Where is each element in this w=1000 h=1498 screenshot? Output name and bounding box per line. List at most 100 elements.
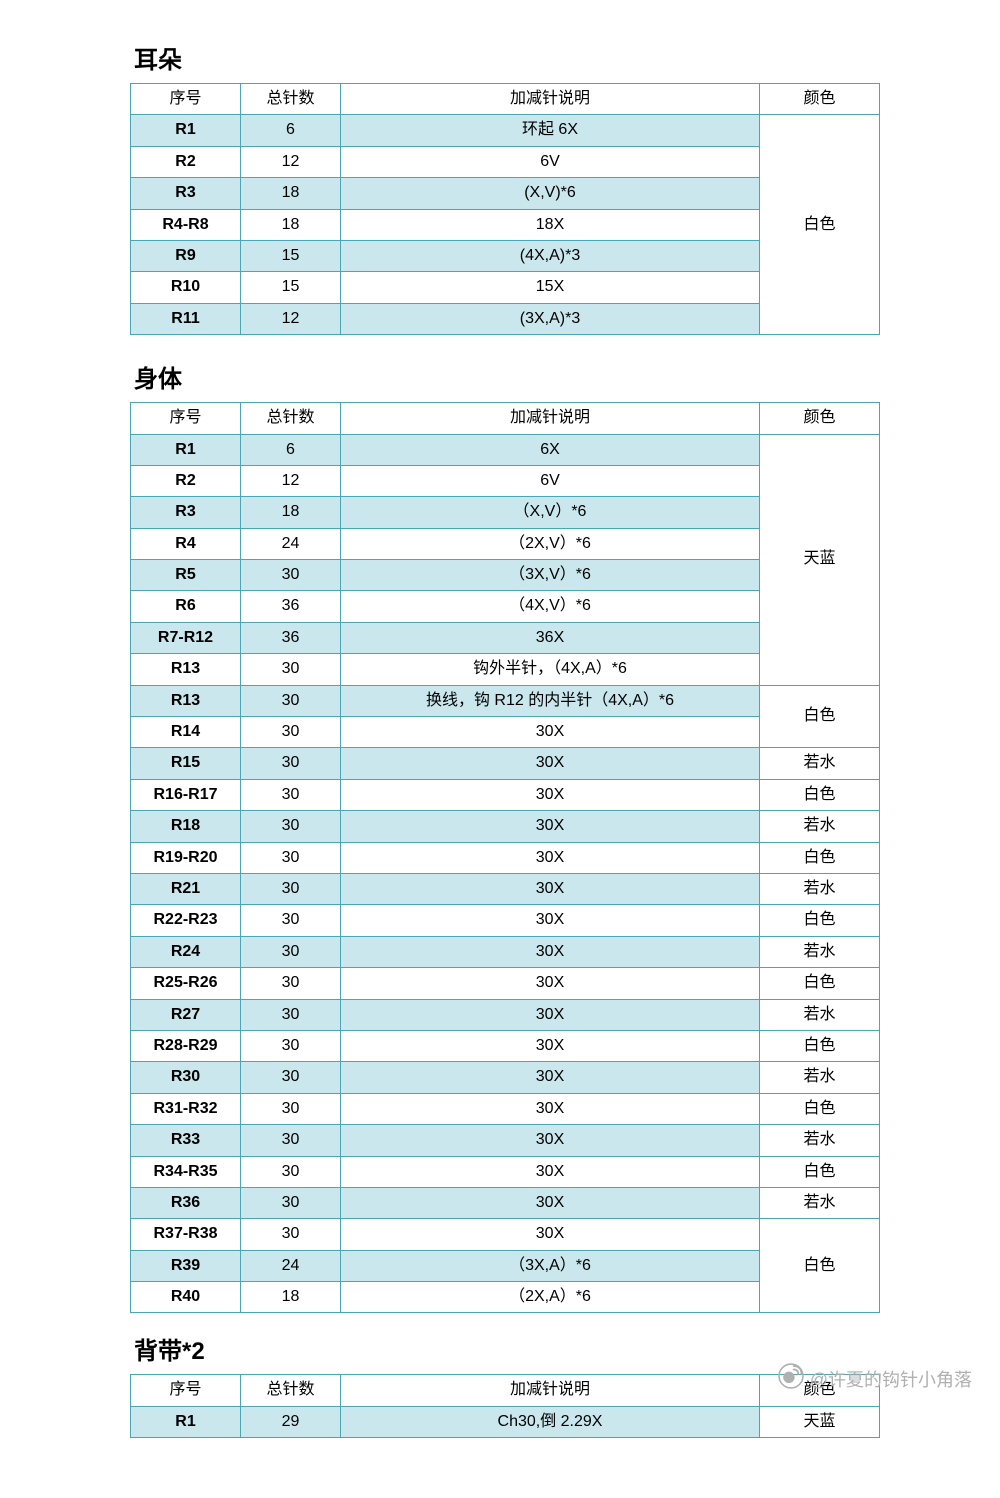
cell-seq: R15 — [131, 748, 241, 779]
cell-desc: 30X — [341, 1219, 760, 1250]
table-row: R16环起 6X白色 — [131, 115, 880, 146]
cell-color: 天蓝 — [760, 434, 880, 685]
cell-desc: 30X — [341, 968, 760, 999]
cell-desc: 6V — [341, 146, 760, 177]
cell-color: 白色 — [760, 779, 880, 810]
cell-desc: 36X — [341, 622, 760, 653]
cell-desc: 30X — [341, 1187, 760, 1218]
cell-count: 30 — [241, 779, 341, 810]
cell-seq: R40 — [131, 1282, 241, 1313]
cell-seq: R30 — [131, 1062, 241, 1093]
cell-desc: 30X — [341, 842, 760, 873]
cell-seq: R21 — [131, 873, 241, 904]
table-header-row: 序号 总针数 加减针说明 颜色 — [131, 403, 880, 434]
section-title-ears: 耳朵 — [134, 40, 880, 75]
cell-seq: R27 — [131, 999, 241, 1030]
table-row: R31-R323030X白色 — [131, 1093, 880, 1124]
th-seq: 序号 — [131, 403, 241, 434]
cell-seq: R31-R32 — [131, 1093, 241, 1124]
cell-seq: R24 — [131, 936, 241, 967]
cell-seq: R39 — [131, 1250, 241, 1281]
tbody-ears: R16环起 6X白色R2126VR318(X,V)*6R4-R81818XR91… — [131, 115, 880, 335]
cell-count: 30 — [241, 717, 341, 748]
cell-desc: 30X — [341, 1156, 760, 1187]
table-row: R34-R353030X白色 — [131, 1156, 880, 1187]
cell-count: 36 — [241, 622, 341, 653]
cell-desc: （3X,A）*6 — [341, 1250, 760, 1281]
cell-desc: 30X — [341, 1030, 760, 1061]
th-seq: 序号 — [131, 1375, 241, 1406]
cell-seq: R11 — [131, 303, 241, 334]
cell-color: 白色 — [760, 115, 880, 335]
cell-color: 白色 — [760, 685, 880, 748]
cell-seq: R25-R26 — [131, 968, 241, 999]
cell-count: 30 — [241, 560, 341, 591]
cell-desc: 30X — [341, 1093, 760, 1124]
cell-seq: R9 — [131, 240, 241, 271]
table-row: R16-R173030X白色 — [131, 779, 880, 810]
cell-count: 30 — [241, 748, 341, 779]
cell-count: 30 — [241, 1219, 341, 1250]
cell-count: 24 — [241, 528, 341, 559]
cell-desc: (4X,A)*3 — [341, 240, 760, 271]
cell-desc: 换线，钩 R12 的内半针（4X,A）*6 — [341, 685, 760, 716]
cell-desc: （2X,A）*6 — [341, 1282, 760, 1313]
cell-desc: (3X,A)*3 — [341, 303, 760, 334]
cell-count: 30 — [241, 1125, 341, 1156]
cell-seq: R1 — [131, 1406, 241, 1437]
cell-seq: R3 — [131, 178, 241, 209]
cell-color: 白色 — [760, 1030, 880, 1061]
cell-seq: R28-R29 — [131, 1030, 241, 1061]
table-row: R25-R263030X白色 — [131, 968, 880, 999]
weibo-icon — [778, 1363, 804, 1394]
cell-seq: R14 — [131, 717, 241, 748]
cell-count: 18 — [241, 178, 341, 209]
cell-desc: 6V — [341, 465, 760, 496]
table-header-row: 序号 总针数 加减针说明 颜色 — [131, 1375, 880, 1406]
table-row: R183030X若水 — [131, 811, 880, 842]
cell-count: 30 — [241, 1093, 341, 1124]
cell-count: 30 — [241, 685, 341, 716]
cell-count: 18 — [241, 497, 341, 528]
cell-seq: R2 — [131, 465, 241, 496]
cell-color: 若水 — [760, 811, 880, 842]
th-seq: 序号 — [131, 84, 241, 115]
cell-count: 30 — [241, 1187, 341, 1218]
cell-seq: R19-R20 — [131, 842, 241, 873]
tbody-strap: R129Ch30,倒 2.29X天蓝 — [131, 1406, 880, 1437]
footer-attribution: @许夏的钩针小角落 — [778, 1363, 972, 1394]
table-row: R19-R203030X白色 — [131, 842, 880, 873]
cell-seq: R4-R8 — [131, 209, 241, 240]
cell-seq: R37-R38 — [131, 1219, 241, 1250]
cell-desc: 18X — [341, 209, 760, 240]
th-color: 颜色 — [760, 84, 880, 115]
cell-desc: 30X — [341, 905, 760, 936]
cell-desc: 15X — [341, 272, 760, 303]
table-row: R363030X若水 — [131, 1187, 880, 1218]
cell-color: 若水 — [760, 748, 880, 779]
cell-desc: 钩外半针，（4X,A）*6 — [341, 654, 760, 685]
cell-count: 30 — [241, 873, 341, 904]
cell-count: 12 — [241, 465, 341, 496]
cell-count: 30 — [241, 936, 341, 967]
cell-desc: 30X — [341, 1125, 760, 1156]
cell-color: 若水 — [760, 999, 880, 1030]
cell-color: 白色 — [760, 968, 880, 999]
cell-count: 12 — [241, 303, 341, 334]
cell-desc: （X,V）*6 — [341, 497, 760, 528]
cell-color: 若水 — [760, 1125, 880, 1156]
cell-seq: R36 — [131, 1187, 241, 1218]
th-desc: 加减针说明 — [341, 84, 760, 115]
th-desc: 加减针说明 — [341, 1375, 760, 1406]
table-row: R129Ch30,倒 2.29X天蓝 — [131, 1406, 880, 1437]
cell-count: 18 — [241, 1282, 341, 1313]
cell-color: 白色 — [760, 905, 880, 936]
cell-count: 30 — [241, 968, 341, 999]
cell-desc: （3X,V）*6 — [341, 560, 760, 591]
th-color: 颜色 — [760, 403, 880, 434]
cell-desc: 30X — [341, 748, 760, 779]
cell-color: 白色 — [760, 1156, 880, 1187]
cell-count: 12 — [241, 146, 341, 177]
th-desc: 加减针说明 — [341, 403, 760, 434]
cell-count: 15 — [241, 272, 341, 303]
